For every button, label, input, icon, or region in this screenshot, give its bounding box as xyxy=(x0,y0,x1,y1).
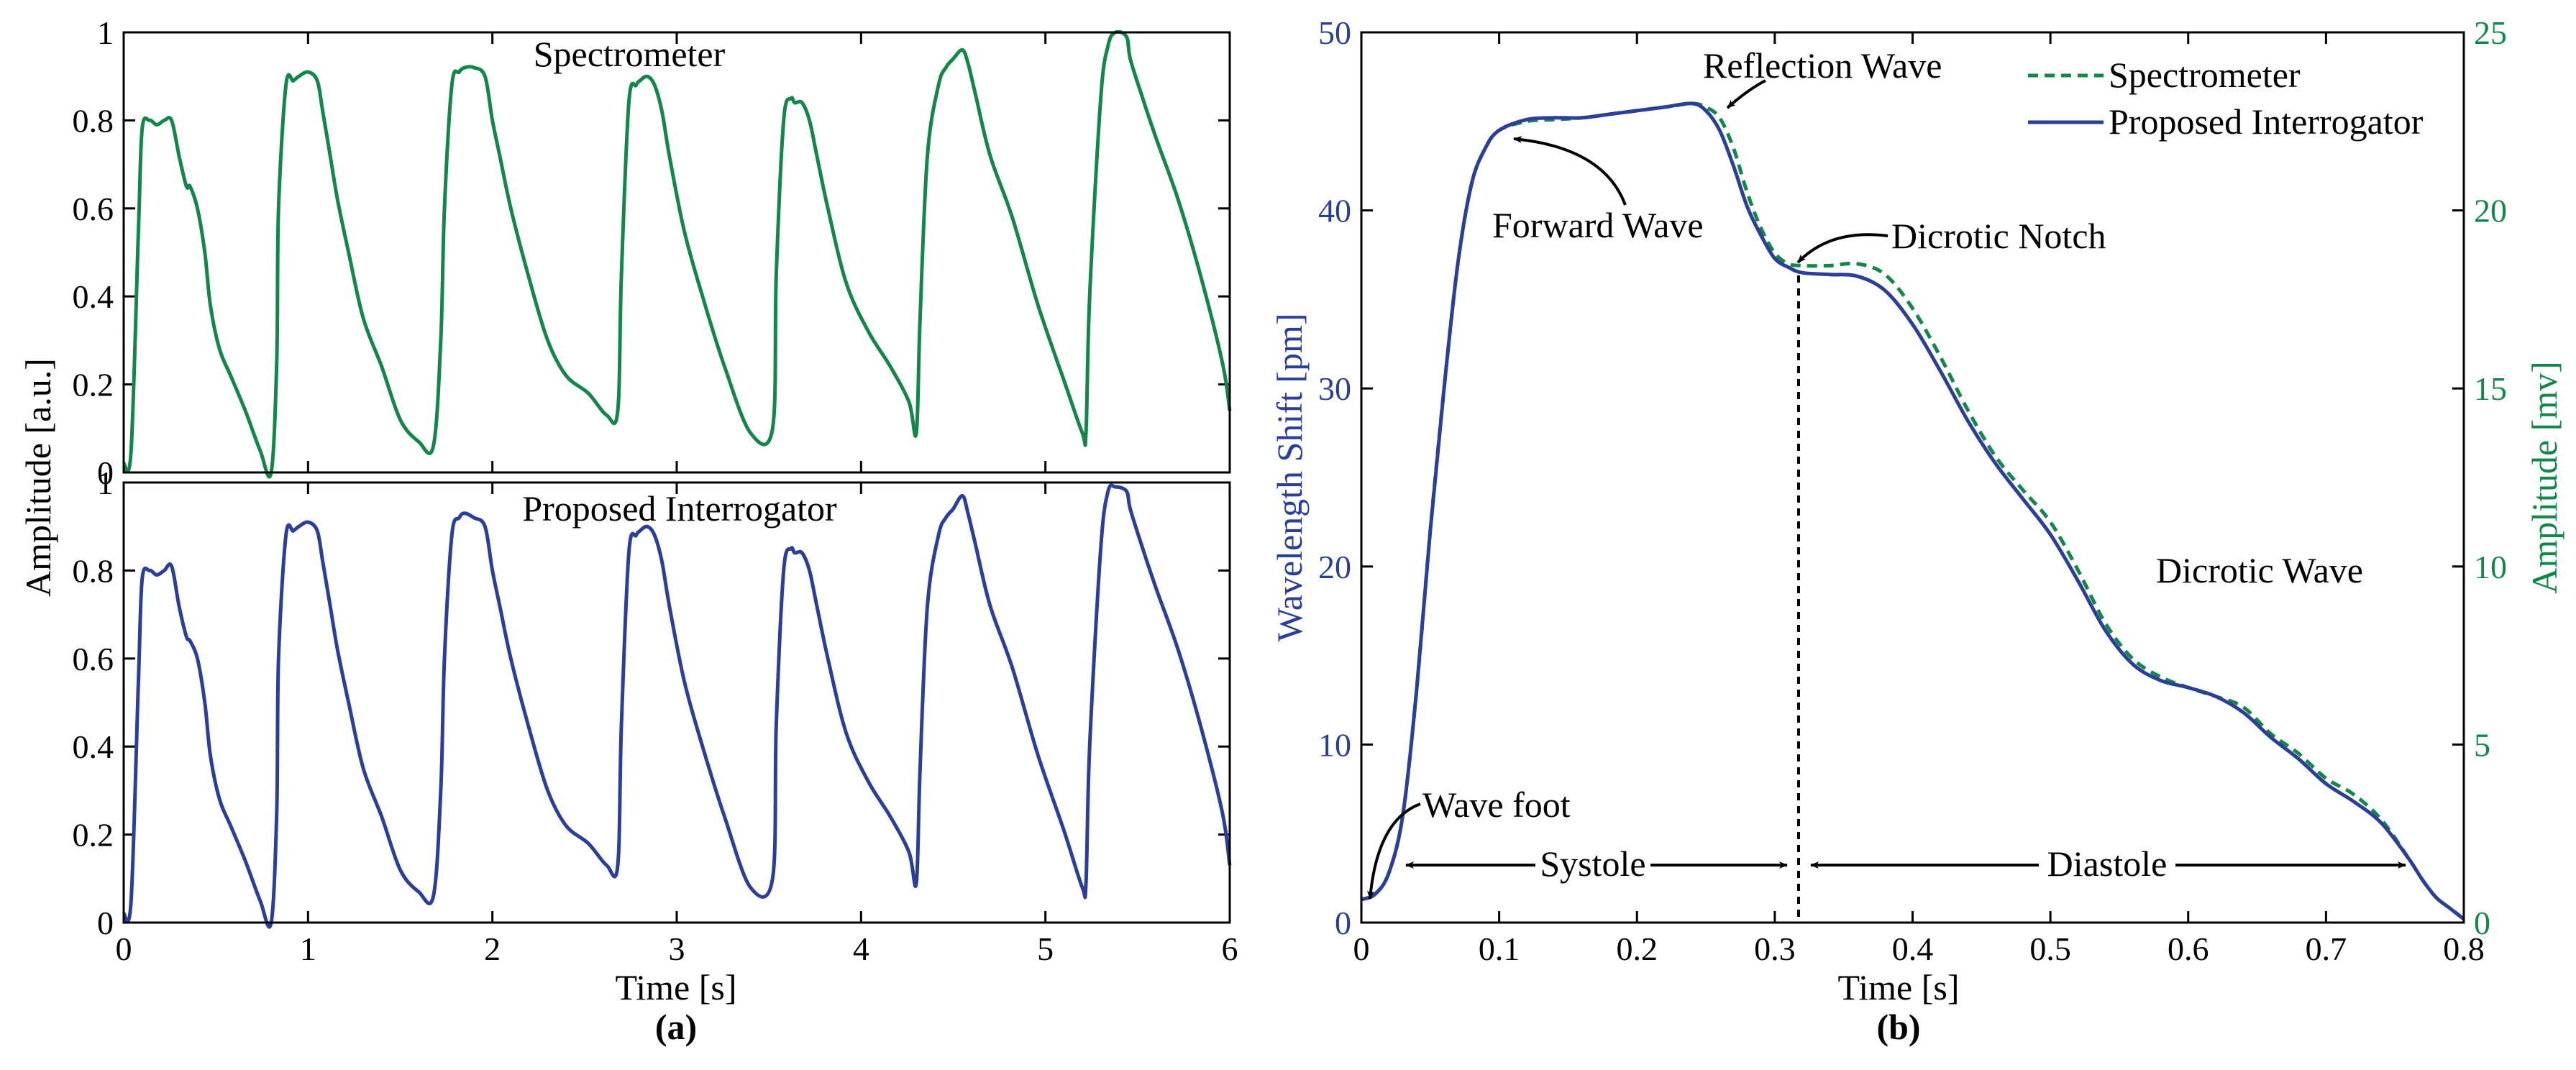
x-tick-label: 1 xyxy=(300,930,316,967)
x-tick-label: 0.2 xyxy=(1617,930,1658,967)
b-plot-area xyxy=(1361,101,2465,920)
x-tick-label: 5 xyxy=(1037,930,1054,967)
wave-foot-arrow xyxy=(1367,802,1421,900)
panel-a-top-spectrometer: 0 0.2 0.4 0.6 0.8 1 Spectrometer xyxy=(73,14,1232,491)
x-tick-label: 0.5 xyxy=(2029,930,2071,967)
x-tick-label: 0 xyxy=(116,930,132,967)
y-tick-label: 0.4 xyxy=(73,728,114,765)
series-line-proposed-interrogator xyxy=(122,483,1232,929)
y-tick-label: 30 xyxy=(1318,370,1351,407)
annotation-reflection-wave: Reflection Wave xyxy=(1703,45,1942,86)
y-tick-label: 0.2 xyxy=(73,817,114,854)
annotation-diastole: Diastole xyxy=(2047,843,2168,884)
b-x-axis-label: Time [s] xyxy=(1837,967,1959,1007)
panel-a-bottom-interrogator: 0 0.2 0.4 0.6 0.8 1 0 1 2 3 4 5 6 Proposed Interrog… xyxy=(73,465,1238,1007)
a-top-title: Spectrometer xyxy=(534,34,726,74)
annotation-dicrotic-notch: Dicrotic Notch xyxy=(1891,216,2106,256)
b-right-y-axis-label: Amplitude [mv] xyxy=(2524,361,2564,594)
y-tick-label: 20 xyxy=(1318,549,1351,585)
annotation-dicrotic-wave: Dicrotic Wave xyxy=(2156,550,2363,590)
a-bottom-title: Proposed Interrogator xyxy=(522,488,837,529)
y-tick-label: 10 xyxy=(1318,726,1351,763)
y-right-tick-label: 0 xyxy=(2474,905,2490,941)
y-tick-label: 0 xyxy=(1335,905,1351,941)
y-tick-label: 50 xyxy=(1318,14,1351,51)
x-tick-label: 0.3 xyxy=(1754,930,1796,967)
legend-label-interrogator: Proposed Interrogator xyxy=(2109,101,2424,142)
a-bottom-plot-area xyxy=(122,483,1232,929)
a-y-axis-label: Amplitude [a.u.] xyxy=(18,358,58,597)
b-left-y-ticks: 0 10 20 30 40 50 xyxy=(1318,14,2464,941)
x-tick-label: 2 xyxy=(484,930,501,967)
series-line-spectrometer xyxy=(1361,101,2465,920)
b-annotations: Reflection Wave Forward Wave Dicrotic No… xyxy=(1367,45,2406,923)
x-tick-label: 4 xyxy=(853,930,869,967)
b-axes-frame xyxy=(1360,31,2465,924)
annotation-systole: Systole xyxy=(1540,843,1645,884)
y-tick-label: 0 xyxy=(97,454,114,491)
y-tick-label: 0.4 xyxy=(73,278,114,315)
y-tick-label: 0 xyxy=(97,905,114,941)
x-tick-label: 6 xyxy=(1222,930,1238,967)
y-tick-label: 0.8 xyxy=(73,102,114,139)
y-tick-label: 0.6 xyxy=(73,641,114,677)
x-tick-label: 0.8 xyxy=(2443,930,2485,967)
y-right-tick-label: 25 xyxy=(2474,14,2507,51)
y-right-tick-label: 15 xyxy=(2474,370,2507,407)
x-tick-label: 0.1 xyxy=(1479,930,1520,967)
annotation-wave-foot: Wave foot xyxy=(1422,785,1571,825)
reflection-wave-arrow xyxy=(1726,79,1766,109)
x-tick-label: 0 xyxy=(1353,930,1370,967)
caption-b: (b) xyxy=(1876,1007,1920,1047)
forward-wave-arrow xyxy=(1513,136,1627,206)
a-top-plot-area xyxy=(122,29,1232,479)
y-right-tick-label: 5 xyxy=(2474,726,2490,763)
b-right-y-ticks: 0 5 10 15 20 25 xyxy=(2474,14,2507,941)
a-bottom-y-ticks: 0 0.2 0.4 0.6 0.8 1 xyxy=(73,465,1230,941)
x-tick-label: 0.4 xyxy=(1892,930,1934,967)
y-tick-label: 0.6 xyxy=(73,191,114,227)
b-x-ticks: 0 0.1 0.2 0.3 0.4 0.5 0.6 0.7 0.8 xyxy=(1353,32,2485,967)
y-right-tick-label: 10 xyxy=(2474,549,2507,585)
y-tick-label: 0.2 xyxy=(73,367,114,403)
b-left-y-axis-label: Wavelength Shift [pm] xyxy=(1269,314,1310,642)
x-tick-label: 0.6 xyxy=(2168,930,2209,967)
series-line-spectrometer xyxy=(122,29,1232,479)
annotation-forward-wave: Forward Wave xyxy=(1492,205,1704,245)
caption-a: (a) xyxy=(655,1007,697,1047)
a-bottom-x-ticks: 0 1 2 3 4 5 6 xyxy=(116,483,1238,967)
a-bottom-axes-frame xyxy=(122,481,1231,924)
y-tick-label: 1 xyxy=(97,14,114,51)
legend-label-spectrometer: Spectrometer xyxy=(2109,55,2301,95)
a-top-y-ticks: 0 0.2 0.4 0.6 0.8 1 xyxy=(73,14,1230,491)
a-top-axes-frame xyxy=(122,31,1231,474)
y-right-tick-label: 20 xyxy=(2474,193,2507,229)
y-tick-label: 0.8 xyxy=(73,552,114,589)
x-tick-label: 0.7 xyxy=(2306,930,2347,967)
b-legend: Spectrometer Proposed Interrogator xyxy=(2028,55,2424,142)
dicrotic-notch-arrow xyxy=(1796,233,1888,264)
a-x-axis-label: Time [s] xyxy=(615,967,736,1007)
y-tick-label: 1 xyxy=(97,465,114,501)
y-tick-label: 40 xyxy=(1318,193,1351,229)
x-tick-label: 3 xyxy=(669,930,685,967)
series-line-proposed-interrogator xyxy=(1361,101,2465,920)
